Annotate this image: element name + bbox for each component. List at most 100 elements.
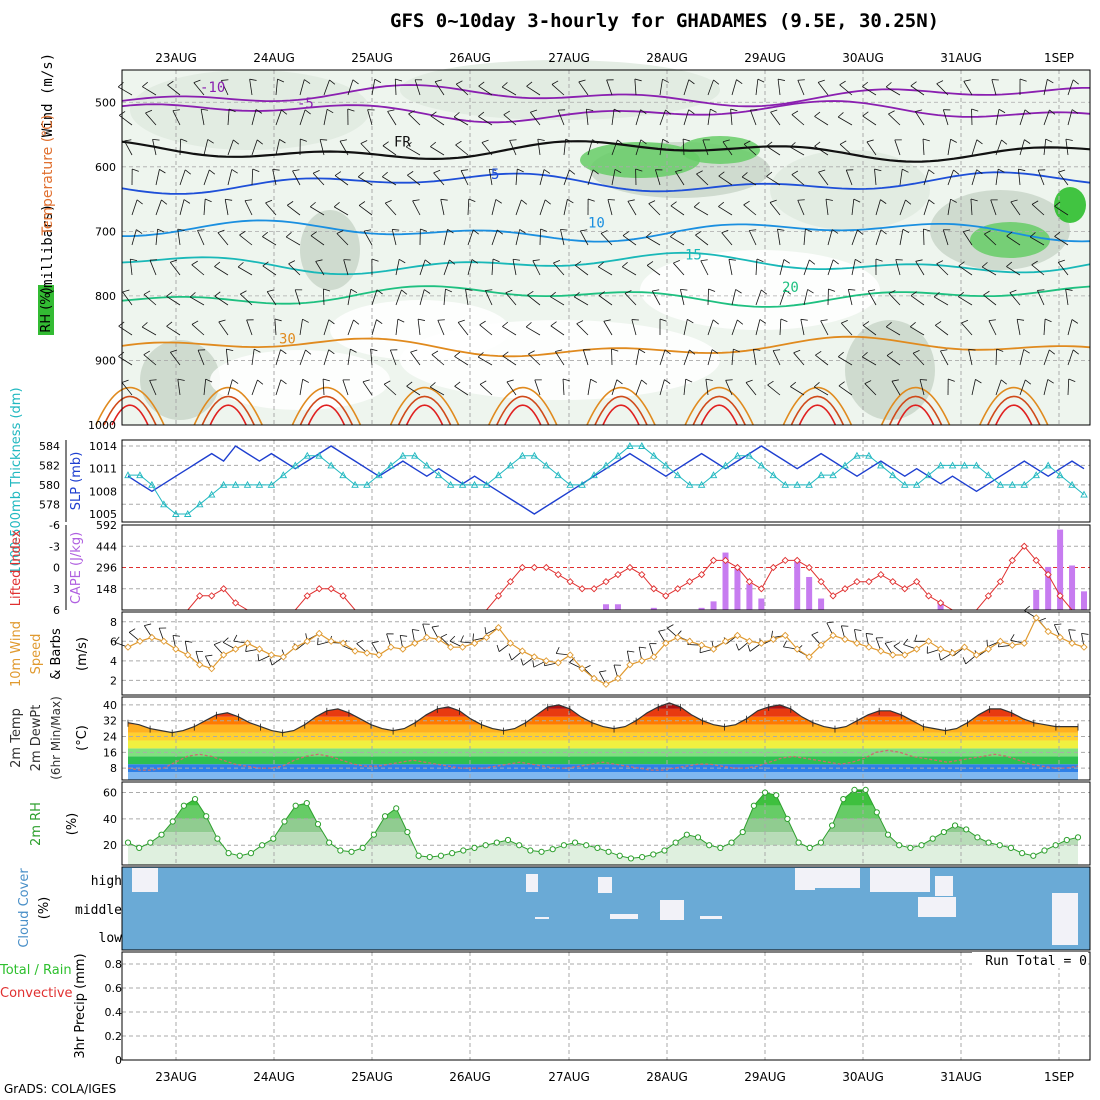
surface-wind-barb-flag — [1024, 605, 1031, 611]
upper-wind-barb-flag — [712, 319, 719, 325]
upper-wind-barb-flag — [302, 318, 309, 323]
wind-speed-marker — [315, 629, 323, 638]
upper-wind-barb — [611, 139, 618, 156]
upper-wind-barb — [722, 141, 733, 156]
upper-wind-barb — [1031, 204, 1045, 216]
upper-wind-barb-flag — [1065, 288, 1073, 291]
upper-wind-barb — [797, 200, 805, 216]
wind-speed-marker — [996, 637, 1004, 645]
upper-wind-barb-flag — [454, 381, 461, 387]
thickness-marker — [542, 461, 551, 469]
lifted-index-marker — [638, 570, 646, 579]
upper-wind-barb-flag — [910, 291, 917, 297]
rh-marker — [560, 842, 567, 849]
upper-wind-barb-flag — [770, 109, 778, 113]
upper-wind-barb-flag — [789, 142, 796, 148]
upper-wind-barb-flag — [880, 229, 887, 235]
upper-wind-barb — [347, 349, 351, 366]
upper-wind-barb-flag — [711, 349, 719, 354]
upper-wind-barb — [251, 139, 258, 156]
rh-marker — [761, 789, 769, 796]
date-label-top: 23AUG — [155, 51, 197, 65]
upper-wind-barb-flag — [255, 109, 263, 114]
upper-wind-barb-flag — [364, 229, 372, 232]
thickness-marker — [673, 471, 682, 479]
upper-wind-barb-flag — [505, 289, 513, 294]
upper-wind-barb-flag — [857, 229, 864, 235]
rh-marker — [281, 818, 288, 825]
upper-wind-barb — [587, 379, 592, 396]
upper-wind-barb — [942, 229, 949, 246]
upper-wind-barb — [682, 139, 685, 156]
rh-marker — [750, 802, 757, 809]
upper-wind-barb — [755, 259, 758, 276]
upper-wind-barb-flag — [170, 349, 178, 353]
upper-wind-barb — [455, 144, 469, 156]
precip-tick-label: 0.2 — [105, 1030, 123, 1043]
upper-wind-barb-flag — [225, 198, 233, 201]
upper-wind-barb — [862, 325, 877, 336]
upper-wind-barb-flag — [864, 380, 872, 384]
upper-wind-barb — [695, 234, 709, 246]
upper-wind-barb — [772, 350, 781, 366]
upper-wind-barb-flag — [132, 168, 139, 172]
upper-wind-barb — [707, 109, 711, 126]
wind-speed-marker — [614, 674, 622, 683]
upper-wind-barb-flag — [976, 169, 983, 175]
upper-wind-barb-flag — [141, 322, 148, 328]
upper-wind-barb-flag — [664, 379, 671, 384]
upper-wind-barb — [675, 171, 685, 186]
upper-wind-barb — [214, 266, 229, 276]
upper-wind-barb-flag — [855, 258, 862, 264]
wind-speed-marker — [518, 647, 526, 655]
surface-wind-barb-flag — [185, 640, 193, 643]
temp-color-band — [128, 732, 1078, 741]
thickness-marker — [865, 451, 873, 459]
slp-tick-label: 1014 — [89, 440, 117, 453]
warm-isotherm-arc — [95, 386, 165, 426]
wind-speed-marker — [626, 661, 634, 669]
upper-wind-barb-flag — [910, 321, 916, 328]
pressure-tick-label: 900 — [95, 354, 116, 367]
thickness-marker — [626, 442, 634, 449]
upper-wind-barb-flag — [161, 199, 168, 205]
upper-wind-barb-flag — [838, 381, 845, 387]
upper-wind-barb-flag — [253, 348, 261, 353]
upper-wind-barb — [358, 176, 373, 186]
cape-bar — [650, 607, 657, 610]
upper-wind-barb-flag — [923, 228, 931, 232]
upper-wind-barb — [478, 116, 493, 126]
upper-wind-barb-flag — [1054, 201, 1061, 207]
upper-wind-barb-flag — [885, 321, 892, 328]
upper-wind-barb — [131, 199, 138, 216]
thickness-marker — [172, 510, 180, 517]
upper-wind-barb-flag — [453, 112, 460, 118]
upper-wind-barb — [659, 349, 666, 366]
upper-wind-barb-flag — [673, 259, 680, 264]
upper-wind-barb — [224, 199, 229, 216]
rh-marker — [538, 848, 545, 855]
upper-wind-barb — [912, 352, 925, 366]
upper-wind-barb — [419, 259, 426, 276]
upper-wind-barb-flag — [472, 229, 480, 235]
rh-marker — [136, 844, 143, 851]
upper-wind-barb-flag — [868, 289, 876, 292]
upper-wind-barb-flag — [1001, 139, 1008, 145]
upper-wind-barb-flag — [408, 110, 415, 115]
surface-wind-barb-flag — [893, 642, 901, 647]
rh-marker — [940, 828, 947, 836]
upper-wind-barb — [705, 379, 709, 396]
upper-wind-barb — [437, 320, 445, 336]
upper-wind-barb-flag — [885, 82, 892, 88]
wind-speed-marker — [865, 643, 873, 651]
thickness-marker — [757, 461, 766, 469]
rh-marker — [929, 835, 936, 842]
upper-wind-barb-flag — [659, 318, 667, 322]
temp-color-band — [128, 764, 1078, 773]
upper-wind-barb — [562, 379, 565, 396]
warm-isotherm-arc — [888, 395, 943, 426]
rh-marker — [516, 842, 523, 849]
upper-wind-barb — [611, 169, 616, 186]
upper-wind-barb-flag — [329, 79, 336, 85]
thickness-marker — [530, 451, 539, 459]
